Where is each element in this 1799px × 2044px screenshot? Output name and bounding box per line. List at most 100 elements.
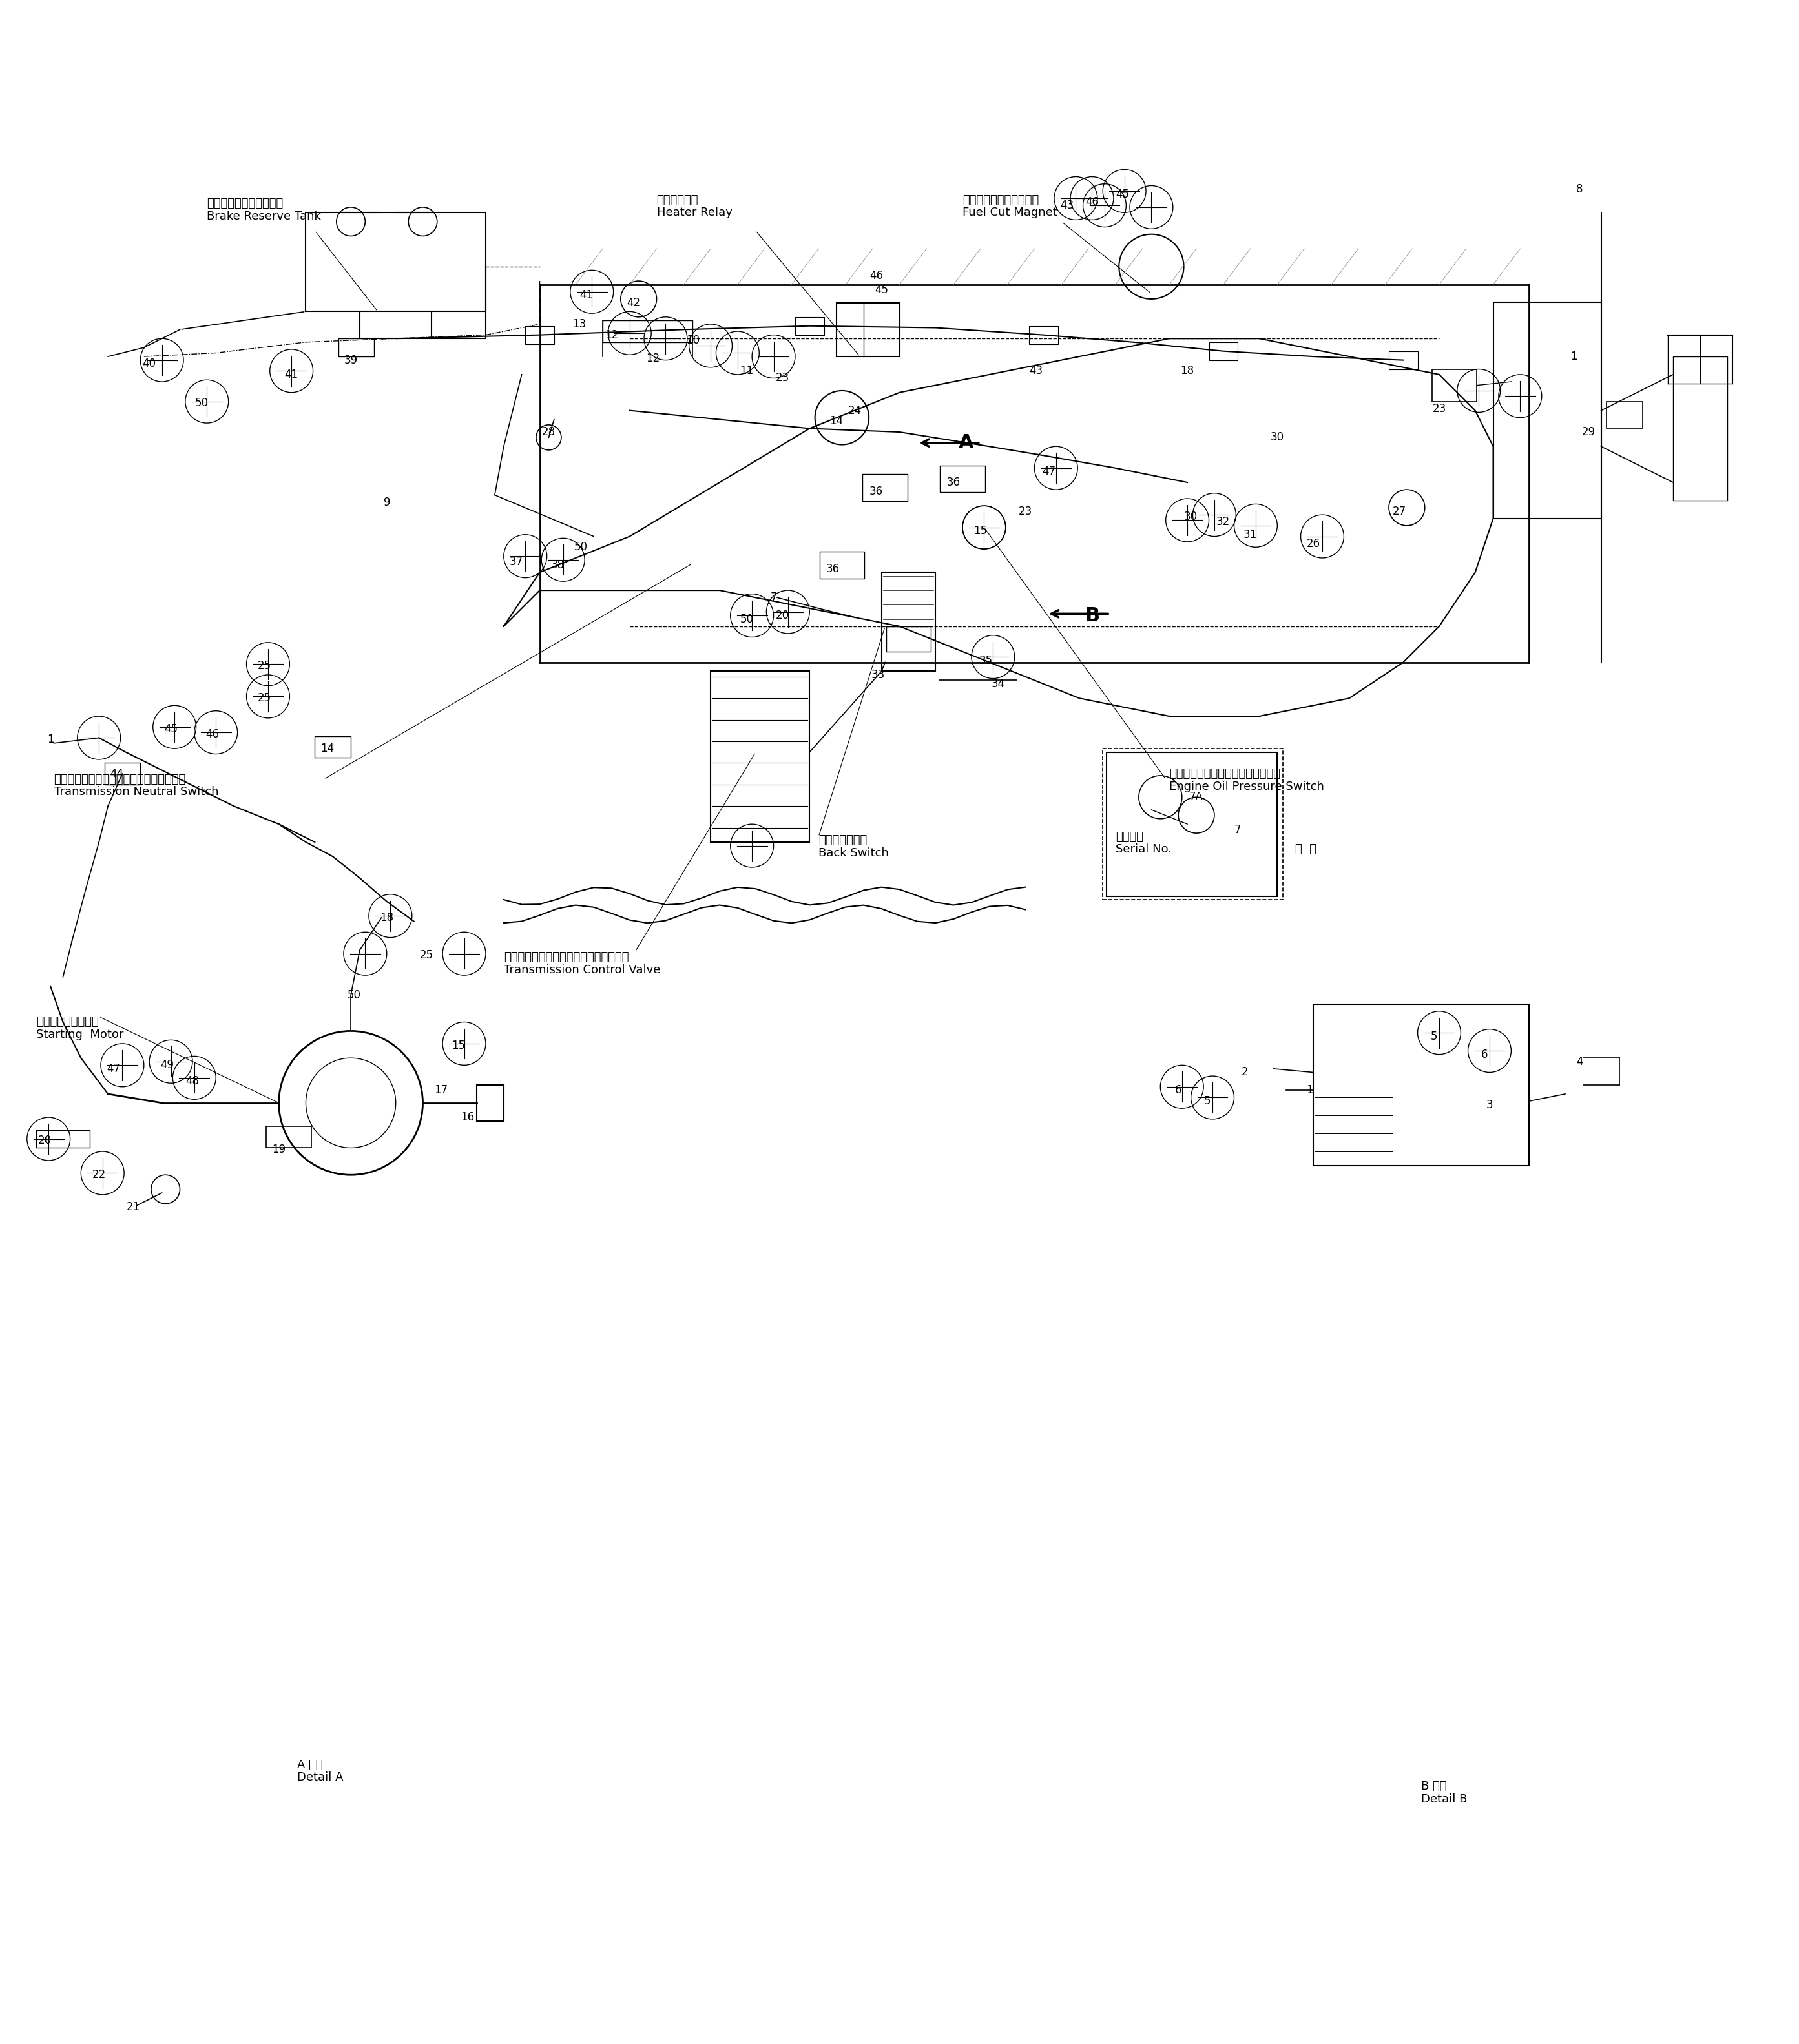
Text: 49: 49 <box>160 1059 175 1071</box>
Text: 23: 23 <box>1432 403 1446 415</box>
Text: 31: 31 <box>1243 529 1258 540</box>
Text: 45: 45 <box>164 724 178 734</box>
Text: 5: 5 <box>1204 1096 1211 1108</box>
Bar <box>525 325 554 343</box>
Text: Back Switch: Back Switch <box>819 846 889 858</box>
Text: 50: 50 <box>574 542 588 554</box>
Bar <box>941 466 986 493</box>
Bar <box>1209 341 1238 360</box>
Text: 48: 48 <box>185 1075 200 1087</box>
Text: 5: 5 <box>1430 1030 1437 1042</box>
Text: 13: 13 <box>572 319 586 329</box>
Text: 22: 22 <box>92 1169 106 1181</box>
Text: Detail A: Detail A <box>297 1772 344 1782</box>
Text: 36: 36 <box>946 476 961 489</box>
Bar <box>882 572 935 670</box>
Text: 6: 6 <box>1175 1085 1182 1096</box>
Text: 32: 32 <box>1216 517 1231 527</box>
Text: 41: 41 <box>579 290 594 300</box>
Text: 25: 25 <box>257 693 272 703</box>
Text: ヒータリレー: ヒータリレー <box>657 194 698 206</box>
Bar <box>1029 325 1058 343</box>
Text: Heater Relay: Heater Relay <box>657 206 732 219</box>
Text: 38: 38 <box>550 560 565 570</box>
Text: 30: 30 <box>1184 511 1198 523</box>
Text: 17: 17 <box>434 1085 448 1096</box>
Text: 7: 7 <box>770 591 777 603</box>
Text: 1: 1 <box>1306 1085 1313 1096</box>
Text: 30: 30 <box>1270 431 1284 444</box>
Text: 2: 2 <box>1241 1067 1249 1077</box>
Text: 50: 50 <box>194 397 209 409</box>
Bar <box>711 670 810 842</box>
Text: 44: 44 <box>110 769 124 779</box>
Text: Starting  Motor: Starting Motor <box>36 1028 124 1040</box>
Bar <box>266 1126 311 1149</box>
Bar <box>1389 352 1418 370</box>
Text: B 詳細: B 詳細 <box>1421 1780 1446 1793</box>
Text: 42: 42 <box>626 296 640 309</box>
Text: トランスミッションニュートラルスイッチ: トランスミッションニュートラルスイッチ <box>54 773 185 785</box>
Text: A: A <box>959 433 973 452</box>
Text: 16: 16 <box>461 1112 475 1122</box>
Bar <box>820 552 865 578</box>
Text: 1: 1 <box>47 734 54 746</box>
Text: 15: 15 <box>973 525 988 538</box>
Text: 14: 14 <box>829 415 844 427</box>
Text: Detail B: Detail B <box>1421 1793 1468 1805</box>
Text: エンジンオイルプレッシャスイッチ: エンジンオイルプレッシャスイッチ <box>1169 769 1281 779</box>
Bar <box>885 625 932 652</box>
Bar <box>1493 303 1601 519</box>
Text: 15: 15 <box>452 1040 466 1051</box>
Bar <box>837 303 900 356</box>
Bar <box>1607 401 1642 429</box>
Text: 39: 39 <box>344 354 358 366</box>
Bar <box>1432 370 1477 401</box>
Text: ブレーキリザーブタンク: ブレーキリザーブタンク <box>207 198 282 208</box>
Text: 25: 25 <box>257 660 272 672</box>
Text: 14: 14 <box>320 742 335 754</box>
Text: Transmission Neutral Switch: Transmission Neutral Switch <box>54 787 218 797</box>
Text: Transmission Control Valve: Transmission Control Valve <box>504 965 660 975</box>
Text: 50: 50 <box>739 613 754 625</box>
Text: 4: 4 <box>1576 1057 1583 1067</box>
Text: 47: 47 <box>1042 466 1056 478</box>
Text: 9: 9 <box>383 497 390 509</box>
Text: 46: 46 <box>205 728 219 740</box>
Text: 47: 47 <box>106 1063 121 1075</box>
Text: Fuel Cut Magnet: Fuel Cut Magnet <box>962 206 1058 219</box>
Text: バックスイッチ: バックスイッチ <box>819 834 867 846</box>
Text: 26: 26 <box>1306 538 1320 550</box>
Text: 45: 45 <box>1115 188 1130 200</box>
Text: 11: 11 <box>739 366 754 376</box>
Text: 25: 25 <box>419 950 434 961</box>
Text: 20: 20 <box>775 609 790 621</box>
Text: 24: 24 <box>847 405 862 417</box>
Text: 23: 23 <box>775 372 790 384</box>
Text: フェルカットマグネット: フェルカットマグネット <box>962 194 1038 206</box>
Text: 36: 36 <box>869 486 883 497</box>
Bar <box>795 317 824 335</box>
Text: 12: 12 <box>604 329 619 341</box>
Text: 50: 50 <box>347 989 362 1002</box>
Bar <box>603 321 693 341</box>
Bar <box>315 736 351 758</box>
Bar <box>306 213 486 311</box>
Text: Serial No.: Serial No. <box>1115 844 1171 854</box>
Text: スターティングモタ: スターティングモタ <box>36 1016 99 1028</box>
Text: ・  ～: ・ ～ <box>1295 844 1317 854</box>
Text: 18: 18 <box>1180 366 1195 376</box>
Text: 45: 45 <box>874 284 889 296</box>
Text: 29: 29 <box>1581 427 1596 437</box>
Text: 23: 23 <box>1018 505 1033 517</box>
Bar <box>36 1130 90 1149</box>
Text: 12: 12 <box>646 352 660 364</box>
Text: 46: 46 <box>1085 196 1099 208</box>
Text: 33: 33 <box>871 668 885 681</box>
Text: 36: 36 <box>826 562 840 574</box>
Text: 40: 40 <box>142 358 157 370</box>
Text: 7: 7 <box>1234 824 1241 836</box>
Bar <box>1673 356 1727 501</box>
Text: 3: 3 <box>1486 1100 1493 1110</box>
Text: 20: 20 <box>38 1134 52 1147</box>
